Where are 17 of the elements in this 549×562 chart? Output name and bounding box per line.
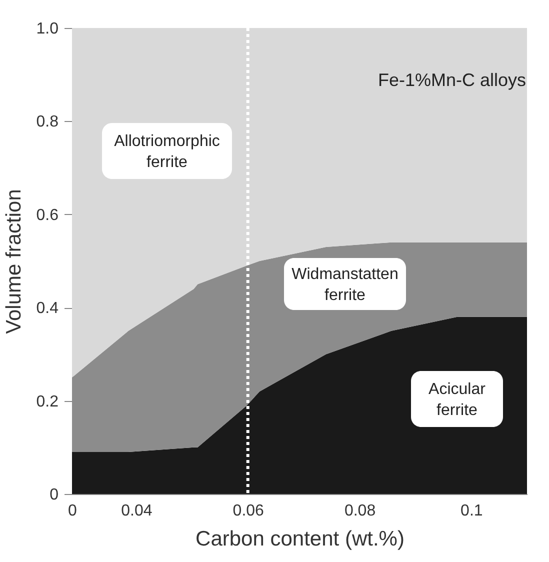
x-tick-label: 0 — [68, 502, 78, 520]
y-axis-title: Volume fraction — [2, 189, 26, 334]
series-label: Allotriomorphic ferrite — [114, 133, 220, 171]
x-tick-label: 0.06 — [232, 502, 264, 520]
x-tick-label: 0.1 — [460, 502, 483, 520]
x-axis-title: Carbon content (wt.%) — [196, 528, 404, 550]
x-tick-label: 0.08 — [344, 502, 376, 520]
series-label: Acicular ferrite — [428, 381, 486, 419]
y-tick-label: 0.8 — [36, 114, 59, 131]
annotation: Fe-1%Mn-C alloys — [378, 70, 526, 90]
y-tick-label: 0.4 — [36, 300, 59, 318]
y-tick-label: 0.6 — [36, 206, 59, 224]
y-tick-label: 1.0 — [36, 20, 59, 38]
x-tick-label: 0.04 — [121, 502, 152, 520]
y-tick-label: 0.2 — [36, 393, 59, 410]
series-label: Widmanstatten ferrite — [292, 266, 398, 304]
y-tick-label: 0 — [50, 486, 59, 504]
